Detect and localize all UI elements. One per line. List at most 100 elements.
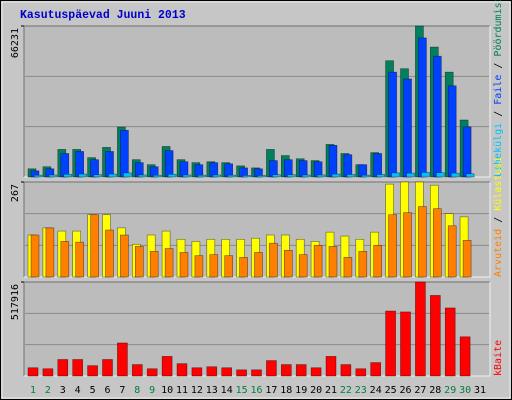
bar	[358, 251, 368, 278]
bar	[152, 174, 162, 178]
bar	[63, 173, 73, 178]
bar	[429, 295, 441, 377]
bar	[400, 311, 411, 377]
x-tick-label: 20	[310, 385, 322, 396]
legend-entry: Pöördumisi	[493, 0, 504, 57]
x-tick-label: 1	[30, 385, 36, 396]
legend: kBaite	[493, 340, 504, 376]
legend: Arvuteid / Külastusi	[493, 157, 504, 277]
bar	[197, 174, 207, 178]
bar	[132, 364, 143, 377]
bar	[105, 229, 114, 278]
x-tick-label: 29	[444, 385, 456, 396]
bar	[462, 240, 472, 278]
bar	[251, 369, 262, 377]
bar	[376, 174, 386, 178]
bar	[286, 174, 296, 178]
bar	[361, 174, 371, 178]
bar	[105, 151, 114, 178]
bar	[206, 366, 218, 377]
bar	[102, 359, 113, 377]
x-tick-label: 21	[325, 385, 337, 396]
x-tick-label: 31	[474, 385, 486, 396]
bar	[266, 360, 277, 377]
bar	[418, 37, 427, 178]
bar	[418, 206, 427, 278]
x-tick-label: 3	[60, 385, 66, 396]
bar	[236, 369, 247, 377]
bar	[328, 145, 338, 178]
bar	[447, 225, 457, 278]
bar	[325, 356, 337, 377]
bar	[295, 364, 307, 377]
y-tick-label: 517916	[10, 284, 21, 320]
x-tick-label: 18	[280, 385, 292, 396]
bar	[373, 153, 383, 178]
bar	[450, 172, 460, 178]
bar	[227, 174, 236, 178]
x-tick-label: 16	[250, 385, 262, 396]
x-tick-label: 14	[221, 385, 233, 396]
legend-entry: Arvuteid	[493, 229, 504, 277]
bar	[313, 245, 323, 278]
bar	[239, 257, 248, 278]
bar	[90, 214, 99, 278]
bar	[298, 254, 308, 278]
x-tick-label: 7	[119, 385, 125, 396]
bar	[316, 174, 326, 178]
bar	[272, 174, 281, 178]
bar	[182, 174, 192, 178]
bar	[120, 129, 129, 178]
bar	[60, 241, 70, 278]
legend: Lehekülgi / Faile / Pöördumisi	[493, 0, 504, 177]
x-tick-label: 28	[429, 385, 441, 396]
bar	[135, 246, 144, 278]
bar	[343, 154, 353, 178]
legend-entry: Lehekülgi	[493, 123, 504, 177]
x-tick-label: 26	[399, 385, 411, 396]
bar	[75, 241, 84, 278]
chart-title: Kasutuspäevad Juuni 2013	[20, 9, 186, 22]
x-tick-label: 2	[45, 385, 51, 396]
bar	[415, 281, 426, 377]
x-tick-label: 27	[414, 385, 426, 396]
bar	[465, 173, 475, 178]
x-tick-label: 9	[149, 385, 155, 396]
x-tick-label: 5	[90, 385, 96, 396]
x-tick-label: 8	[134, 385, 140, 396]
bar	[370, 362, 382, 377]
bar	[87, 365, 98, 377]
bar	[403, 78, 412, 178]
x-tick-label: 13	[206, 385, 218, 396]
bar	[78, 173, 87, 178]
bar	[72, 359, 83, 377]
bar	[75, 151, 84, 178]
x-tick-label: 30	[459, 385, 471, 396]
bar	[179, 252, 189, 278]
x-tick-label: 23	[355, 385, 367, 396]
bar	[161, 356, 173, 377]
x-tick-label: 4	[75, 385, 81, 396]
bar	[298, 160, 308, 178]
x-tick-label: 12	[191, 385, 203, 396]
bar	[176, 363, 188, 377]
bar	[27, 367, 39, 377]
x-tick-label: 15	[236, 385, 248, 396]
bar	[355, 368, 367, 377]
x-tick-label: 19	[295, 385, 307, 396]
bar	[48, 174, 58, 178]
bar	[331, 173, 341, 178]
bar	[30, 234, 40, 278]
bar	[444, 307, 456, 377]
bar	[388, 71, 397, 178]
y-tick-label: 267	[10, 184, 21, 202]
bar	[90, 159, 99, 178]
x-tick-label: 10	[161, 385, 173, 396]
bar	[57, 359, 69, 377]
legend-separator: /	[493, 211, 504, 229]
bar	[432, 55, 442, 178]
x-tick-label: 22	[340, 385, 352, 396]
bar	[447, 85, 457, 178]
